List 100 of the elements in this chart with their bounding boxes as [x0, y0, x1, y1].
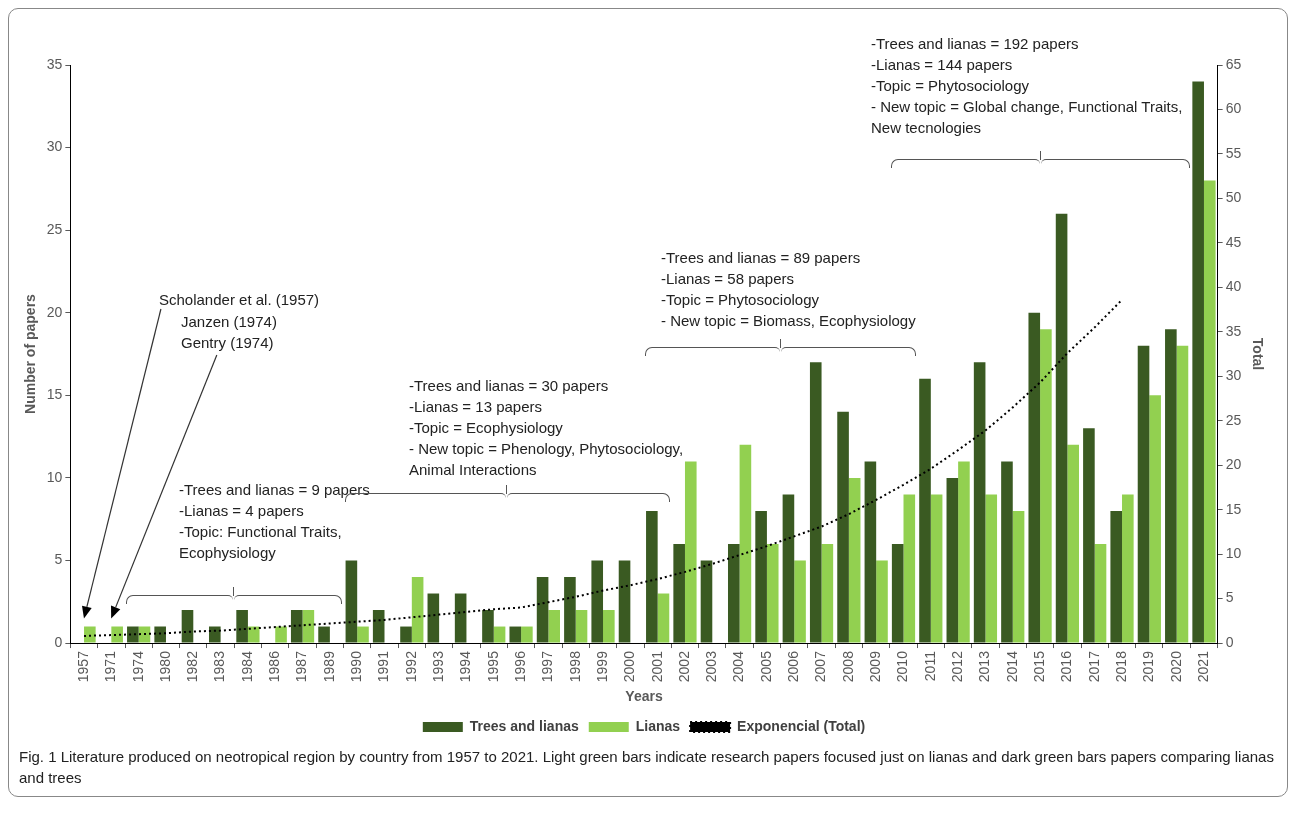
bar: [903, 494, 916, 643]
bar: [1137, 345, 1150, 643]
x-tick-label: 1991: [375, 650, 392, 683]
x-tick-label: 2007: [812, 650, 829, 683]
annotation: -Trees and lianas = 9 papers -Lianas = 4 papers -Topic: Functional Traits, Ecophysiology: [179, 480, 370, 563]
y2-tick-label: 10: [1225, 544, 1242, 561]
bar: [1040, 329, 1052, 643]
bar: [782, 494, 795, 643]
bar: [1203, 180, 1216, 643]
x-tick-label: 1986: [266, 650, 283, 683]
bar: [509, 626, 522, 643]
bar: [1176, 345, 1189, 643]
x-tick-label: 2001: [648, 650, 665, 683]
x-tick-label: 1990: [348, 650, 365, 683]
bar: [536, 576, 549, 643]
bar: [958, 461, 970, 643]
y2-tick-label: 30: [1225, 367, 1242, 384]
y-tick-label: 25: [46, 221, 63, 238]
bar: [564, 576, 576, 643]
annotation: -Trees and lianas = 192 papers -Lianas = 144 papers -Topic = Phytosociology - New topic = Global change, Functional Traits, New tecnologies: [871, 34, 1183, 138]
x-tick-label: 1994: [457, 650, 474, 683]
x-tick-label: 2009: [867, 650, 884, 683]
x-tick-label: 1989: [320, 650, 337, 683]
bar: [728, 543, 740, 643]
x-tick-label: 1999: [593, 650, 610, 683]
x-tick-label: 1987: [293, 650, 310, 683]
y2-tick-label: 5: [1225, 589, 1234, 606]
bar: [1122, 494, 1134, 643]
bar: [1028, 312, 1041, 643]
x-tick-label: 2021: [1194, 650, 1211, 683]
bar: [809, 362, 822, 643]
bar: [427, 593, 440, 643]
x-tick-label: 1997: [539, 650, 556, 683]
bar: [739, 444, 752, 643]
y2-tick-label: 15: [1225, 500, 1242, 517]
bar: [372, 610, 385, 643]
bar: [302, 610, 315, 643]
bar: [84, 626, 96, 643]
bar: [864, 461, 877, 643]
x-tick-label: 1984: [238, 650, 255, 683]
caption: Fig. 1 Literature produced on neotropical region by country from 1957 to 2021. Light green bars indicate research papers focused just on lianas and dark green bars papers comparing lianas and trees: [18, 747, 1275, 788]
bar: [575, 610, 588, 643]
x-tick-label: 1982: [184, 650, 201, 683]
x-tick-label: 1998: [566, 650, 583, 683]
y-axis-title: Number of papers: [22, 293, 39, 414]
bar: [794, 560, 806, 643]
bar: [1001, 461, 1013, 643]
bar: [891, 543, 904, 643]
bar: [318, 626, 330, 643]
annotation: -Trees and lianas = 30 papers -Lianas = 13 papers -Topic = Ecophysiology - New topic = Phenology, Phytosociology, Animal Interactions: [409, 376, 684, 480]
x-tick-label: 2000: [621, 650, 638, 683]
x-tick-label: 2002: [675, 650, 692, 683]
bar: [1055, 213, 1068, 643]
y2-axis-title: Total: [1249, 337, 1266, 371]
y2-tick-label: 60: [1225, 100, 1242, 117]
x-tick-label: 1974: [129, 650, 146, 683]
y2-tick-label: 65: [1225, 55, 1242, 72]
y-tick-label: 10: [46, 468, 63, 485]
bar: [111, 626, 123, 643]
y2-tick-label: 55: [1225, 144, 1242, 161]
x-tick-label: 2010: [894, 650, 911, 683]
bar: [1067, 444, 1079, 643]
annotation: -Trees and lianas = 89 papers -Lianas = 58 papers -Topic = Phytosociology - New topic = Biomass, Ecophysiology: [661, 248, 916, 331]
bar: [411, 576, 424, 643]
x-tick-label: 2014: [1003, 650, 1020, 683]
annotation: Janzen (1974) Gentry (1974): [181, 312, 277, 353]
x-tick-label: 2008: [839, 650, 856, 683]
bar: [848, 477, 861, 643]
bar: [618, 560, 631, 643]
bar: [603, 610, 615, 643]
bar: [985, 494, 998, 643]
x-tick-label: 2004: [730, 650, 747, 683]
bar: [493, 626, 506, 643]
bar: [454, 593, 467, 643]
bar: [482, 610, 494, 643]
bar: [357, 626, 369, 643]
y2-tick-label: 20: [1225, 456, 1242, 473]
x-axis-title: Years: [625, 688, 663, 705]
bar: [930, 494, 943, 643]
y2-tick-label: 35: [1225, 322, 1242, 339]
x-tick-label: 1957: [74, 650, 91, 683]
x-tick-label: 1993: [429, 650, 446, 683]
bar: [876, 560, 888, 643]
y-tick-label: 15: [46, 386, 63, 403]
x-tick-label: 2020: [1167, 650, 1184, 683]
y2-tick-label: 0: [1225, 633, 1234, 650]
bar: [181, 610, 194, 643]
bar: [345, 560, 358, 643]
bar: [209, 626, 221, 643]
x-tick-label: 1980: [156, 650, 173, 683]
x-tick-label: 1971: [102, 650, 119, 683]
bar: [247, 626, 260, 643]
bar: [236, 610, 248, 643]
bar: [591, 560, 604, 643]
x-tick-label: 1992: [402, 650, 419, 683]
x-tick-label: 1983: [211, 650, 228, 683]
x-tick-label: 2012: [948, 650, 965, 683]
y-tick-label: 35: [46, 55, 63, 72]
bar: [684, 461, 697, 643]
bar: [1192, 81, 1204, 643]
